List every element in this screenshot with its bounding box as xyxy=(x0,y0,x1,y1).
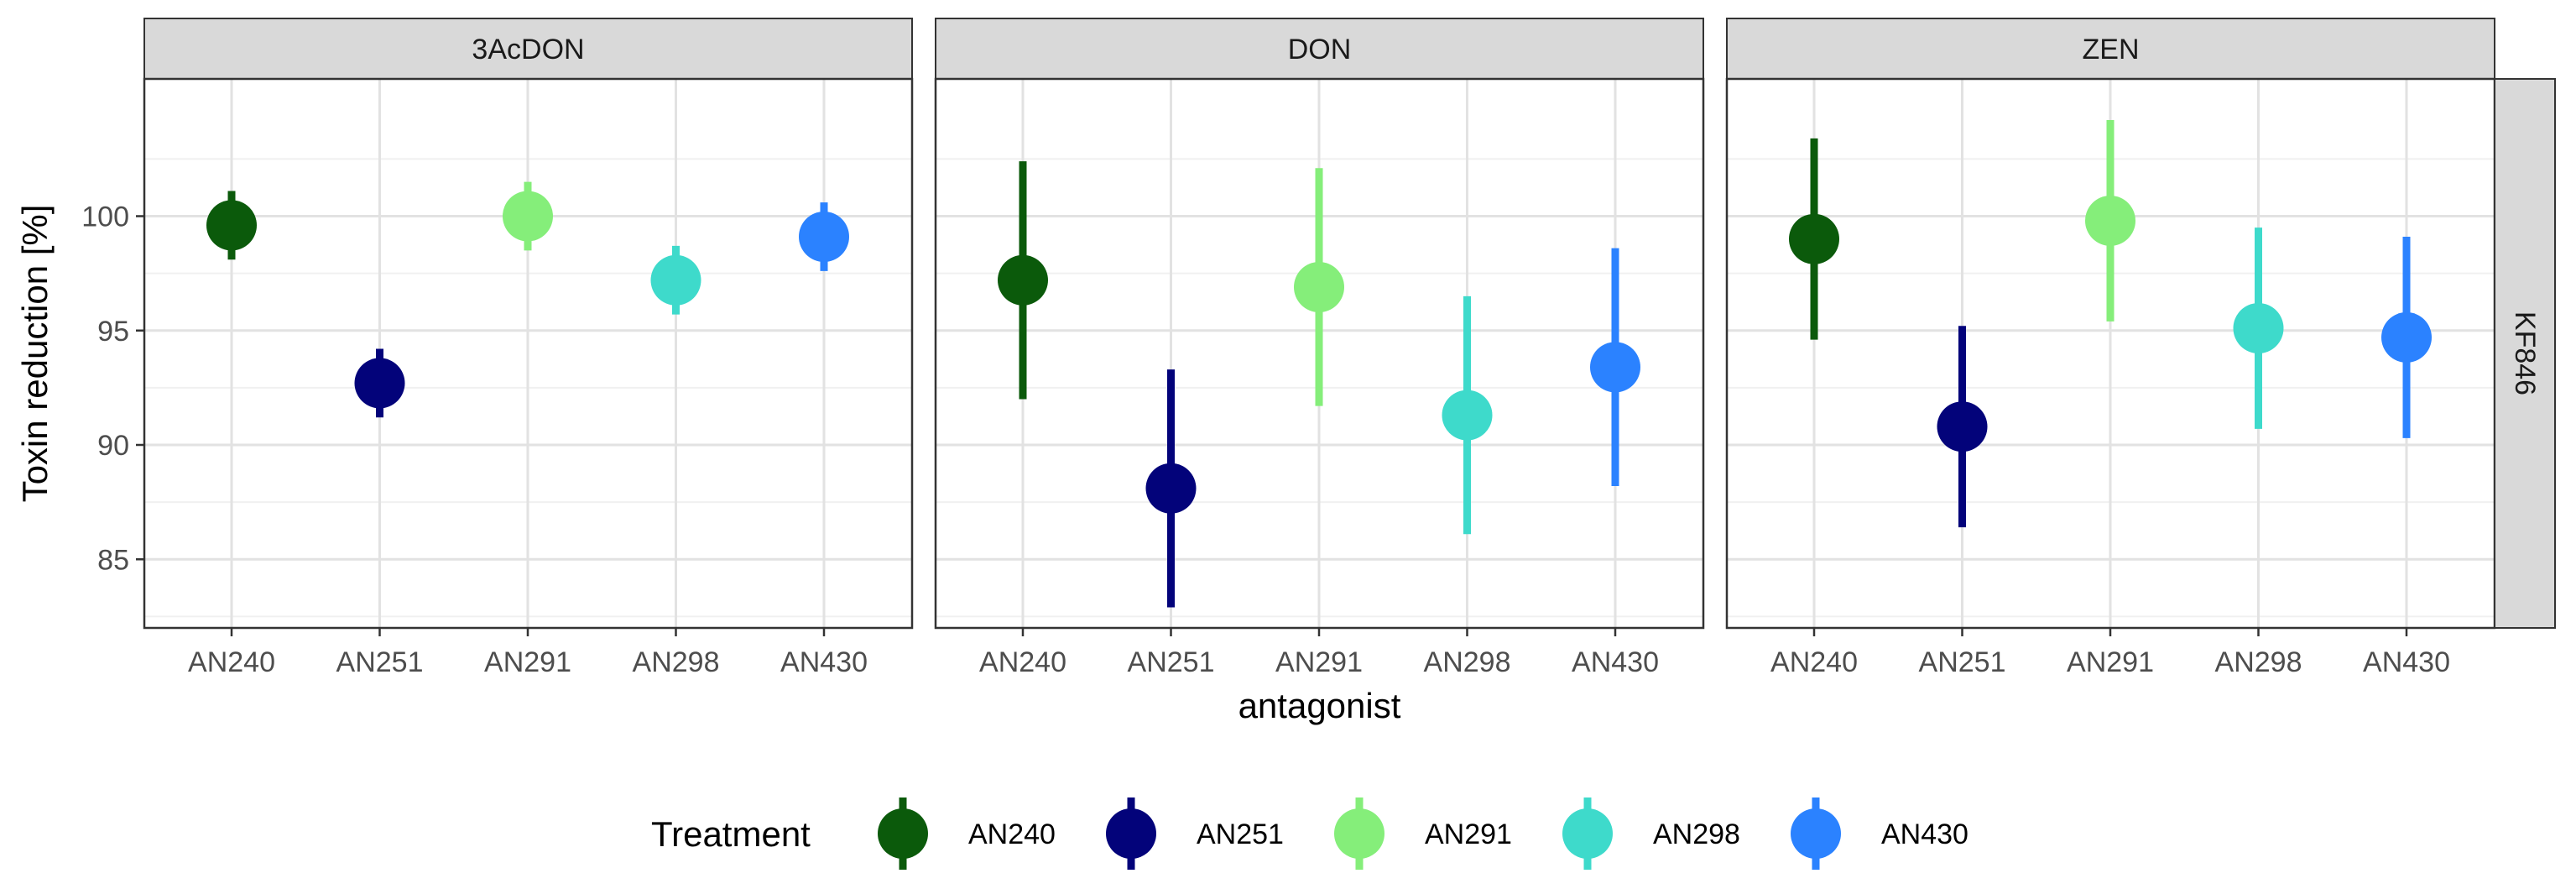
y-tick-label: 90 xyxy=(97,430,129,462)
legend-key-AN240 xyxy=(878,797,928,870)
legend-label-AN251: AN251 xyxy=(1197,818,1284,850)
legend-key-point xyxy=(1791,808,1841,859)
data-point-AN298 xyxy=(650,254,701,306)
legend-key-point xyxy=(1106,808,1156,859)
x-tick-label: AN251 xyxy=(1919,646,2006,678)
legend: Treatment AN240 AN251 AN291 AN298 AN430 xyxy=(651,797,1969,870)
panels-layer: 3AcDON AN240 AN251 AN291 AN298 AN430 85 90 95 100… xyxy=(81,18,2496,678)
y-tick-label: 100 xyxy=(81,201,129,233)
data-point-AN430 xyxy=(1590,342,1640,393)
data-point-AN291 xyxy=(2085,195,2135,246)
legend-key-AN251 xyxy=(1106,797,1156,870)
x-tick-label: AN240 xyxy=(188,646,275,678)
x-tick-label: AN430 xyxy=(1572,646,1659,678)
facet-strip-label: DON xyxy=(1288,34,1352,65)
data-point-AN298 xyxy=(1442,390,1493,441)
legend-label-AN430: AN430 xyxy=(1881,818,1969,850)
facet-panel-DON: DON AN240 AN251 AN291 AN298 AN430 xyxy=(934,18,1705,678)
row-strip-label: KF846 xyxy=(2509,311,2541,395)
row-strip-layer: KF846 xyxy=(2494,78,2556,629)
x-tick-label: AN291 xyxy=(484,646,571,678)
facet-strip-label: 3AcDON xyxy=(472,34,584,65)
facet-panel-3AcDON: 3AcDON AN240 AN251 AN291 AN298 AN430 85 90 95 100 xyxy=(81,18,914,678)
data-point-AN251 xyxy=(1145,463,1197,514)
legend-key-AN298 xyxy=(1562,797,1613,870)
x-tick-label: AN291 xyxy=(1275,646,1363,678)
x-tick-label: AN298 xyxy=(2215,646,2302,678)
data-point-AN430 xyxy=(2381,311,2432,363)
facet-strip xyxy=(1726,18,2495,80)
y-axis-title: Toxin reduction [%] xyxy=(15,205,55,503)
legend-key-point xyxy=(1334,808,1384,859)
x-tick-label: AN430 xyxy=(780,646,868,678)
legend-label-AN298: AN298 xyxy=(1653,818,1740,850)
x-tick-label: AN291 xyxy=(2067,646,2154,678)
facet-panel-ZEN: ZEN AN240 AN251 AN291 AN298 AN430 xyxy=(1725,18,2496,678)
y-tick-label: 85 xyxy=(97,544,129,576)
legend-key-AN430 xyxy=(1791,797,1841,870)
data-point-AN251 xyxy=(1937,401,1988,452)
data-point-AN291 xyxy=(1294,261,1344,312)
facet-strip-label: ZEN xyxy=(2083,34,2140,65)
x-tick-label: AN298 xyxy=(633,646,720,678)
data-point-AN240 xyxy=(206,200,257,251)
row-strip xyxy=(2494,78,2556,629)
x-tick-label: AN430 xyxy=(2363,646,2450,678)
legend-label-AN240: AN240 xyxy=(968,818,1056,850)
legend-key-AN291 xyxy=(1334,797,1384,870)
data-point-AN291 xyxy=(503,191,553,242)
data-point-AN251 xyxy=(354,358,405,409)
legend-key-point xyxy=(1562,808,1613,859)
legend-key-point xyxy=(878,808,928,859)
facet-strip xyxy=(143,18,913,80)
y-tick-label: 95 xyxy=(97,316,129,348)
x-axis-title: antagonist xyxy=(1238,686,1401,725)
data-point-AN430 xyxy=(799,212,849,263)
data-point-AN240 xyxy=(1789,213,1839,264)
x-tick-label: AN251 xyxy=(336,646,424,678)
x-tick-label: AN240 xyxy=(1770,646,1858,678)
legend-label-AN291: AN291 xyxy=(1425,818,1512,850)
data-point-AN298 xyxy=(2233,303,2284,354)
x-tick-label: AN251 xyxy=(1128,646,1215,678)
data-point-AN240 xyxy=(998,254,1048,306)
x-tick-label: AN240 xyxy=(979,646,1066,678)
x-tick-label: AN298 xyxy=(1424,646,1511,678)
legend-title: Treatment xyxy=(651,814,811,854)
